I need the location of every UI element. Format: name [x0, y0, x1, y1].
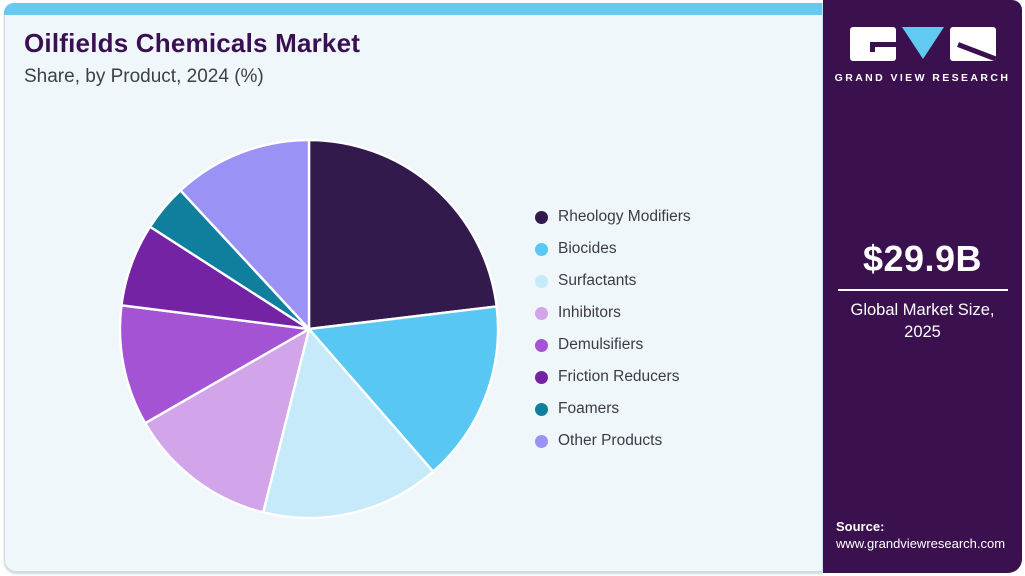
pie-slice-demulsifiers[interactable] [118, 304, 311, 425]
legend-item-other-products[interactable]: Other Products [535, 425, 691, 457]
pie-slice-biocides[interactable] [307, 305, 500, 473]
chart-header: Oilfields Chemicals Market Share, by Pro… [24, 28, 360, 88]
page-subtitle: Share, by Product, 2024 (%) [24, 66, 264, 87]
chart-panel: Oilfields Chemicals Market Share, by Pro… [4, 3, 823, 572]
logo-letter-v-icon [901, 27, 944, 59]
legend-item-friction-reducers[interactable]: Friction Reducers [535, 361, 691, 393]
gvr-logo: GRAND VIEW RESEARCH [823, 26, 1022, 84]
legend-marker-icon [535, 274, 548, 288]
legend-label: Foamers [558, 400, 620, 417]
pie-chart-area [117, 137, 501, 521]
legend-label: Friction Reducers [558, 368, 680, 385]
top-accent-bar [4, 3, 822, 15]
pie-slice-rheology-modifiers[interactable] [307, 138, 498, 331]
logo-letter-g-icon [849, 27, 896, 61]
legend-label: Other Products [558, 432, 663, 449]
gvr-logo-mark [823, 26, 1022, 62]
pie-slice-surfactants[interactable] [261, 327, 435, 520]
brand-sidebar: GRAND VIEW RESEARCH $29.9B Global Market… [823, 0, 1022, 573]
legend-label: Inhibitors [558, 304, 621, 321]
market-size-value: $29.9B [862, 238, 983, 279]
legend-item-surfactants[interactable]: Surfactants [535, 265, 691, 297]
legend-marker-icon [535, 306, 548, 320]
source-label: Source: [836, 519, 885, 534]
legend-item-foamers[interactable]: Foamers [535, 393, 691, 425]
legend-label: Demulsifiers [558, 336, 644, 353]
market-size-label-line2: 2025 [904, 323, 941, 342]
source-block: Source: www.grandviewresearch.com [836, 519, 1005, 551]
legend-marker-icon [535, 402, 548, 416]
legend-label: Surfactants [558, 272, 637, 289]
page-title: Oilfields Chemicals Market [24, 28, 361, 58]
divider [837, 289, 1008, 291]
pie-slice-other-products[interactable] [179, 138, 311, 331]
legend-marker-icon [535, 434, 548, 448]
logo-wordmark: GRAND VIEW RESEARCH [834, 72, 1011, 84]
logo-letter-r-icon [949, 27, 996, 61]
legend-label: Biocides [558, 240, 617, 257]
legend-item-biocides[interactable]: Biocides [535, 233, 691, 265]
market-size-block: $29.9B Global Market Size, 2025 [823, 238, 1022, 344]
legend-marker-icon [535, 338, 548, 352]
chart-legend: Rheology Modifiers Biocides Surfactants Inh… [535, 201, 691, 457]
legend-item-demulsifiers[interactable]: Demulsifiers [535, 329, 691, 361]
legend-marker-icon [535, 370, 548, 384]
legend-marker-icon [535, 210, 548, 224]
source-url-link[interactable]: www.grandviewresearch.com [836, 536, 1006, 551]
market-size-label: Global Market Size, 2025 [823, 299, 1022, 344]
pie-slice-inhibitors[interactable] [143, 327, 311, 514]
legend-item-rheology-modifiers[interactable]: Rheology Modifiers [535, 201, 691, 233]
legend-item-inhibitors[interactable]: Inhibitors [535, 297, 691, 329]
pie-chart [118, 138, 500, 520]
market-size-label-line1: Global Market Size, [850, 301, 995, 319]
legend-marker-icon [535, 242, 548, 256]
legend-label: Rheology Modifiers [558, 208, 691, 225]
